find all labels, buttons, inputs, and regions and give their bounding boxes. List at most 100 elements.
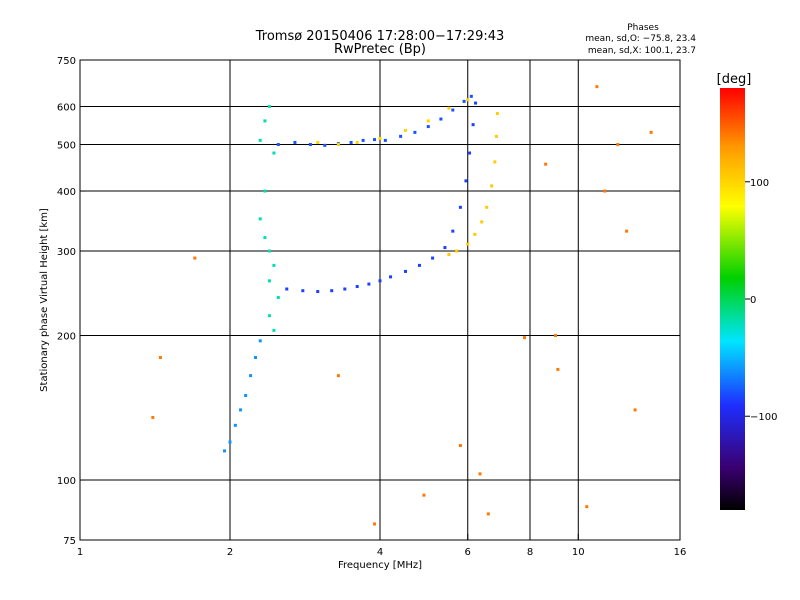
y-tick-label: 75 (63, 536, 76, 547)
data-point (553, 334, 557, 338)
data-point (413, 130, 417, 134)
data-point (417, 263, 421, 267)
data-point (523, 336, 527, 340)
data-point (263, 236, 267, 240)
series-o-trace-f1 (276, 94, 473, 147)
colorbar-label: [deg] (717, 72, 752, 87)
data-point (466, 242, 470, 246)
data-point (367, 282, 371, 286)
data-point (263, 189, 267, 193)
data-point (383, 138, 387, 142)
phase-stat-o: mean, sd,O: −75.8, 23.4 (585, 34, 696, 44)
data-point (373, 138, 377, 142)
data-point (239, 408, 243, 412)
data-point (426, 119, 430, 123)
data-point (349, 140, 353, 144)
data-points (151, 85, 653, 526)
data-point (447, 106, 451, 110)
phase-stat-x: mean, sd,X: 100.1, 23.7 (588, 46, 696, 56)
data-point (253, 355, 257, 359)
data-point (336, 143, 340, 147)
data-point (625, 229, 629, 233)
data-point (469, 94, 473, 98)
y-axis-label: Stationary phase Virtual Height [km] (39, 208, 50, 392)
data-point (223, 449, 227, 453)
colorbar-ticks: 100 0 −100 (745, 178, 777, 423)
y-tick-label: 400 (57, 187, 76, 198)
x-tick-label: 4 (377, 547, 383, 558)
y-tick-label: 750 (57, 56, 76, 67)
data-point (426, 125, 430, 129)
chart-title: Tromsø 20150406 17:28:00−17:29:43 (255, 29, 505, 44)
data-point (158, 355, 162, 359)
data-point (267, 279, 271, 283)
series-x-trace-f1 (316, 98, 470, 147)
data-point (323, 143, 327, 147)
data-point (556, 367, 560, 371)
data-point (258, 217, 262, 221)
data-point (649, 130, 653, 134)
data-point (249, 374, 253, 378)
data-point (267, 105, 271, 109)
data-point (378, 279, 382, 283)
data-point (471, 123, 475, 127)
data-point (361, 138, 365, 142)
colorbar-tick-label: 100 (750, 178, 769, 189)
data-point (447, 253, 451, 257)
x-tick-label: 2 (227, 547, 233, 558)
data-point (422, 493, 426, 497)
colorbar (720, 88, 745, 510)
data-point (458, 444, 462, 448)
axis-ticks: 1 2 4 6 8 10 16 75 100 200 300 400 500 600 750 (57, 56, 686, 558)
data-point (263, 119, 267, 123)
series-o-trace-f2 (285, 101, 478, 294)
series-scattered (151, 85, 653, 526)
y-tick-label: 300 (57, 247, 76, 258)
x-tick-label: 6 (465, 547, 471, 558)
data-point (490, 184, 494, 188)
data-point (272, 263, 276, 267)
data-point (336, 374, 340, 378)
series-o-trace-e-f1-low (223, 339, 262, 453)
chart-subtitle: RwPretec (Bp) (334, 42, 426, 57)
data-point (378, 136, 382, 140)
y-tick-label: 200 (57, 332, 76, 343)
data-point (330, 289, 334, 293)
gridlines (80, 60, 680, 540)
data-point (258, 138, 262, 142)
data-point (316, 140, 320, 144)
data-point (403, 269, 407, 273)
data-point (451, 229, 455, 233)
data-point (267, 314, 271, 318)
data-point (373, 522, 377, 526)
data-point (355, 285, 359, 289)
data-point (473, 232, 477, 236)
data-point (403, 128, 407, 132)
data-point (451, 108, 455, 112)
x-tick-label: 16 (674, 547, 687, 558)
x-tick-label: 8 (527, 547, 533, 558)
data-point (595, 85, 599, 89)
colorbar-tick-label: 0 (750, 295, 756, 306)
data-point (316, 290, 320, 294)
data-point (193, 256, 197, 260)
y-tick-label: 600 (57, 103, 76, 114)
data-point (478, 472, 482, 476)
data-point (244, 394, 248, 398)
data-point (495, 112, 499, 116)
data-point (258, 339, 262, 343)
data-point (151, 415, 155, 419)
data-point (462, 99, 466, 103)
data-point (285, 287, 289, 291)
data-point (443, 246, 447, 250)
data-point (276, 143, 280, 147)
data-point (267, 249, 271, 253)
series-low-f-cluster (258, 105, 280, 332)
data-point (616, 143, 620, 147)
x-axis-label: Frequency [MHz] (338, 560, 422, 571)
data-point (464, 179, 468, 183)
data-point (431, 256, 435, 260)
data-point (494, 134, 498, 138)
data-point (233, 423, 237, 427)
data-point (276, 296, 280, 300)
